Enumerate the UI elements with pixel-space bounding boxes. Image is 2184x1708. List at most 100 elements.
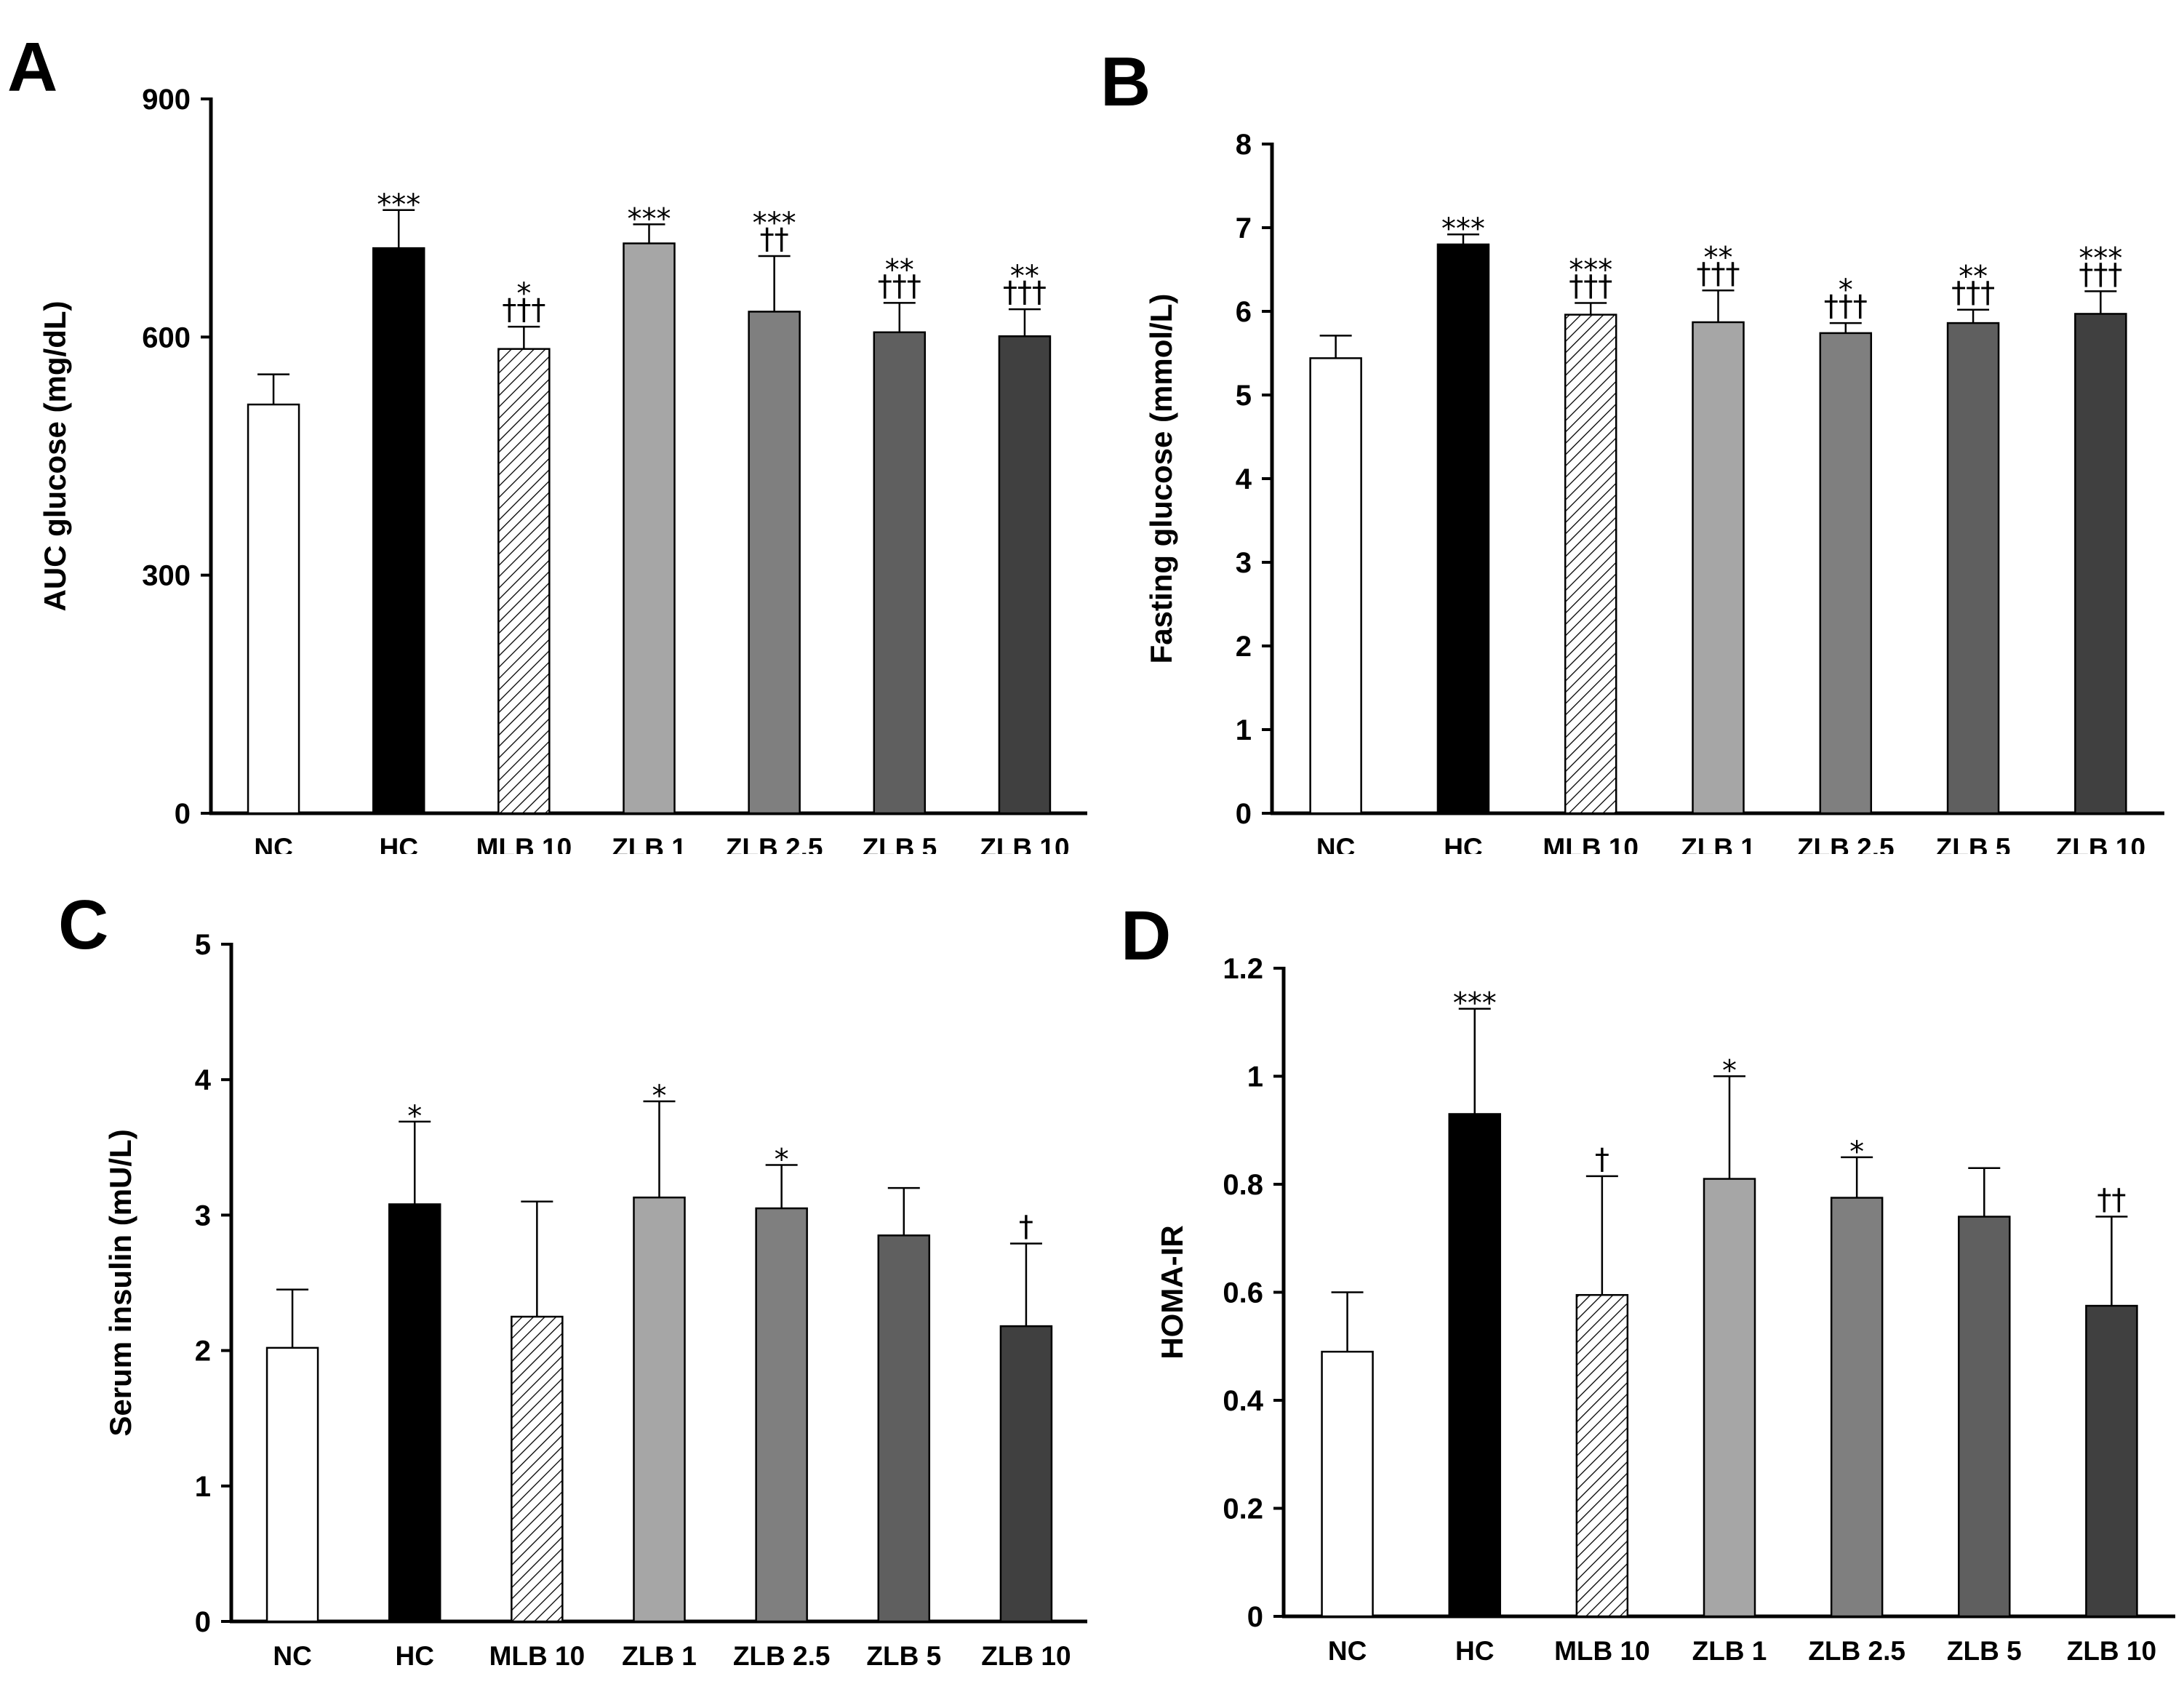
chart-a-panel-letter: A — [7, 28, 57, 106]
chart-b-significance-star-mlb-10: *** — [1569, 254, 1612, 287]
chart-a-significance-dagger-mlb-10: ††† — [502, 293, 545, 327]
chart-a-x-tick-label-zlb-2-5: ZLB 2.5 — [726, 833, 823, 854]
chart-d-x-tick-label-zlb-5: ZLB 5 — [1947, 1636, 2022, 1666]
chart-b-bar-nc — [1309, 357, 1362, 815]
chart-b-y-tick-label: 7 — [1236, 212, 1252, 244]
chart-c-svg: C Serum insulin (mU/L) 0 1 2 3 4 5 NC HC * MLB 10 ZL… — [58, 886, 1087, 1671]
chart-c-significance-star-hc: * — [407, 1100, 422, 1133]
chart-c-significance-dagger-zlb-10: † — [1019, 1210, 1033, 1244]
chart-c-x-tick-label-zlb-5: ZLB 5 — [866, 1641, 941, 1671]
chart-b-x-tick-label-zlb-1: ZLB 1 — [1681, 833, 1756, 854]
chart-c-y-tick-label: 3 — [195, 1200, 211, 1232]
chart-b-bar-mlb-10 — [1564, 314, 1617, 815]
chart-b-y-tick-label: 4 — [1236, 463, 1252, 495]
chart-d-panel-letter: D — [1121, 897, 1171, 975]
chart-b-x-tick-label-zlb-10: ZLB 10 — [2056, 833, 2145, 854]
chart-panel-d: D HOMA-IR 0 0.2 0.4 0.6 0.8 1 1.2 NC HC *** MLB 10 † Z… — [1092, 854, 2183, 1708]
chart-a-significance-star-mlb-10: * — [516, 277, 531, 311]
chart-b-significance-star-zlb-10: *** — [2079, 242, 2122, 275]
chart-c-x-tick-label-zlb-2-5: ZLB 2.5 — [733, 1641, 831, 1671]
chart-b-x-tick-label-zlb-5: ZLB 5 — [1936, 833, 2011, 854]
chart-c-x-tick-label-hc: HC — [395, 1641, 433, 1671]
chart-d-x-tick-label-hc: HC — [1455, 1636, 1494, 1666]
chart-c-significance-star-zlb-1: * — [652, 1080, 667, 1113]
chart-d-x-tick-label-nc: NC — [1328, 1636, 1367, 1666]
chart-c-bar-zlb-2-5 — [755, 1207, 808, 1623]
chart-c-significance-star-zlb-2-5: * — [775, 1144, 789, 1177]
chart-b-y-tick-label: 5 — [1236, 380, 1252, 412]
chart-d-y-tick-label: 0.4 — [1223, 1385, 1263, 1417]
chart-d-significance-star-hc: *** — [1453, 987, 1497, 1021]
chart-b-bar-hc — [1436, 243, 1490, 815]
chart-panel-b: B Fasting glucose (mmol/L) 0 1 2 3 4 5 6 7 8 NC HC **… — [1092, 0, 2183, 854]
chart-c-bar-hc — [388, 1203, 441, 1623]
chart-c-y-axis-label: Serum insulin (mU/L) — [103, 1129, 137, 1436]
chart-a-y-tick-label: 600 — [142, 322, 191, 354]
chart-d-bar-mlb-10 — [1575, 1293, 1629, 1618]
chart-a-bar-zlb-1 — [623, 242, 676, 815]
chart-d-bar-zlb-5 — [1958, 1216, 2011, 1618]
chart-b-x-tick-label-hc: HC — [1444, 833, 1482, 854]
chart-d-x-tick-label-zlb-1: ZLB 1 — [1692, 1636, 1767, 1666]
chart-b-significance-dagger-mlb-10: ††† — [1569, 270, 1612, 303]
chart-a-bar-zlb-5 — [873, 331, 927, 815]
chart-d-significance-star-zlb-1: * — [1722, 1055, 1737, 1088]
chart-b-y-axis-label: Fasting glucose (mmol/L) — [1144, 294, 1178, 664]
chart-a-x-tick-label-nc: NC — [254, 833, 292, 854]
chart-c-y-tick-label: 4 — [195, 1064, 212, 1096]
chart-b-bar-zlb-5 — [1946, 322, 2000, 815]
chart-d-y-tick-label: 1 — [1247, 1061, 1263, 1093]
chart-a-x-tick-label-hc: HC — [379, 833, 417, 854]
chart-d-significance-star-zlb-2-5: * — [1849, 1136, 1864, 1169]
chart-b-bar-zlb-10 — [2074, 313, 2127, 815]
chart-b-significance-star-zlb-5: ** — [1959, 260, 1988, 294]
chart-b-y-tick-label: 2 — [1236, 631, 1252, 663]
chart-c-panel-letter: C — [58, 886, 108, 964]
chart-c-y-tick-label: 1 — [195, 1471, 211, 1503]
chart-a-bar-nc — [247, 403, 300, 815]
chart-a-significance-dagger-zlb-2-5: †† — [760, 223, 789, 256]
chart-b-y-tick-label: 3 — [1236, 547, 1252, 579]
chart-a-significance-dagger-zlb-5: ††† — [878, 269, 921, 303]
chart-b-significance-star-zlb-2-5: * — [1839, 274, 1853, 307]
chart-b-significance-dagger-zlb-5: ††† — [1951, 276, 1995, 310]
chart-b-y-tick-label: 6 — [1236, 296, 1252, 328]
chart-b-y-tick-label: 0 — [1236, 798, 1252, 830]
chart-c-bar-mlb-10 — [511, 1315, 564, 1623]
chart-b-significance-star-zlb-1: ** — [1704, 241, 1733, 274]
chart-b-x-tick-label-mlb-10: MLB 10 — [1543, 833, 1639, 854]
chart-a-significance-star-zlb-10: ** — [1010, 260, 1039, 293]
chart-d-significance-dagger-mlb-10: † — [1595, 1143, 1609, 1176]
chart-a-significance-dagger-zlb-10: ††† — [1003, 276, 1047, 309]
chart-a-bar-hc — [372, 247, 425, 815]
chart-c-y-tick-label: 0 — [195, 1606, 211, 1638]
chart-a-bar-zlb-10 — [998, 335, 1052, 815]
chart-a-significance-star-zlb-5: ** — [885, 253, 914, 287]
chart-a-y-tick-label: 900 — [142, 84, 191, 116]
chart-d-y-tick-label: 0 — [1247, 1601, 1263, 1633]
chart-panel-a: A AUC glucose (mg/dL) 0 300 600 900 NC HC *** MLB… — [0, 0, 1092, 854]
chart-c-y-tick-label: 2 — [195, 1336, 211, 1368]
chart-b-significance-dagger-zlb-2-5: ††† — [1824, 290, 1868, 323]
chart-c-bar-zlb-10 — [999, 1325, 1053, 1623]
chart-d-bar-zlb-1 — [1703, 1178, 1756, 1618]
chart-d-bar-zlb-2-5 — [1830, 1197, 1884, 1618]
chart-c-x-tick-label-zlb-10: ZLB 10 — [981, 1641, 1071, 1671]
chart-d-y-tick-label: 1.2 — [1223, 953, 1263, 985]
chart-b-bar-zlb-1 — [1692, 321, 1745, 815]
chart-d-bar-nc — [1321, 1350, 1374, 1618]
chart-b-significance-dagger-zlb-1: ††† — [1697, 257, 1740, 290]
chart-d-y-tick-label: 0.8 — [1223, 1169, 1263, 1201]
chart-a-x-tick-label-mlb-10: MLB 10 — [476, 833, 572, 854]
chart-c-bar-zlb-5 — [877, 1234, 931, 1623]
chart-d-bar-zlb-10 — [2085, 1304, 2138, 1618]
chart-d-y-axis-label: HOMA-IR — [1155, 1225, 1189, 1359]
chart-c-y-tick-label: 5 — [195, 929, 211, 961]
chart-d-x-tick-label-zlb-2-5: ZLB 2.5 — [1808, 1636, 1905, 1666]
chart-a-bar-mlb-10 — [497, 348, 551, 815]
chart-a-significance-star-hc: *** — [377, 188, 420, 222]
chart-b-significance-star-hc: *** — [1441, 212, 1485, 246]
chart-b-y-tick-label: 8 — [1236, 129, 1252, 161]
chart-b-y-tick-label: 1 — [1236, 714, 1252, 746]
